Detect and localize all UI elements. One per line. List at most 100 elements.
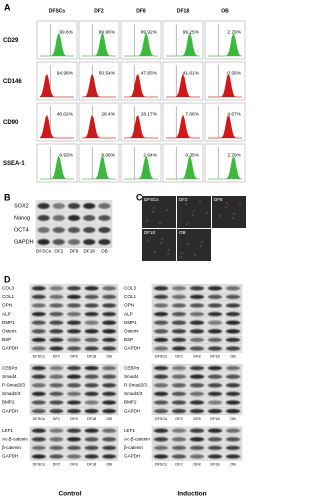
percentage: 28.17%	[141, 111, 158, 117]
band	[66, 303, 82, 308]
protein-label: CEBPα	[2, 365, 18, 370]
cell-speck	[180, 251, 184, 255]
cell-speck	[199, 244, 203, 248]
band	[84, 408, 99, 414]
histogram-cell	[204, 143, 246, 183]
histogram-cell	[162, 20, 204, 60]
cell-speck	[225, 201, 229, 205]
protein-label: P-Smad2/3	[2, 383, 25, 388]
band	[153, 400, 169, 405]
band	[49, 346, 64, 351]
band	[67, 227, 81, 233]
band	[49, 374, 64, 379]
band	[31, 428, 46, 433]
band	[83, 239, 96, 245]
histogram	[208, 115, 242, 139]
band	[66, 320, 82, 325]
band	[102, 303, 117, 308]
band	[66, 383, 82, 388]
band	[102, 294, 117, 300]
row-label: CD29	[3, 38, 19, 44]
cell-speck	[218, 214, 222, 218]
band	[84, 329, 99, 334]
band	[102, 311, 117, 317]
protein-label: Osterix	[124, 329, 139, 334]
band	[66, 408, 82, 414]
cell-speck	[146, 239, 150, 243]
band	[49, 294, 64, 300]
cell-speck	[193, 253, 197, 257]
protein-label: SOX2	[14, 203, 29, 209]
band	[67, 215, 81, 221]
percentage: 2.79%	[227, 152, 241, 158]
protein-label: Ac-β-catenin	[2, 437, 28, 442]
band	[31, 303, 46, 308]
histogram	[39, 114, 74, 139]
band	[189, 311, 205, 317]
histogram	[166, 114, 200, 139]
lane-label: DFSCs	[36, 249, 52, 254]
row-label: SSEA-1	[3, 161, 25, 167]
lane-label: OB	[230, 462, 236, 466]
cell-speck	[160, 237, 164, 241]
band	[189, 365, 205, 371]
histogram	[124, 156, 158, 180]
protein-label: Smad2/3	[2, 391, 21, 396]
band	[49, 311, 64, 317]
band	[49, 408, 64, 414]
lane-label: DFSCs	[33, 417, 45, 421]
cell-speck	[151, 210, 155, 214]
band	[207, 337, 223, 343]
cell-speck	[153, 250, 157, 254]
percentage: 40.02%	[57, 111, 74, 117]
lane-label: DFSCs	[155, 354, 167, 358]
histogram-cell	[120, 20, 162, 60]
band	[189, 454, 205, 459]
lane-label: DFSCs	[155, 462, 167, 466]
percentage: 94.98%	[57, 70, 74, 76]
band	[66, 337, 82, 343]
band	[31, 337, 46, 343]
band	[189, 391, 205, 397]
histogram-cell	[162, 143, 204, 183]
protein-label: DMP1	[124, 320, 137, 325]
band	[225, 311, 241, 317]
band	[31, 320, 46, 325]
band	[225, 437, 241, 442]
column-header: DFSCs	[49, 8, 66, 14]
band	[153, 346, 169, 351]
band	[66, 365, 82, 371]
band	[225, 454, 241, 459]
band	[207, 454, 223, 459]
cell-speck	[152, 206, 156, 210]
cell-speck	[192, 209, 196, 213]
histogram-cell	[78, 102, 120, 142]
percentage: 47.83%	[141, 70, 158, 76]
band	[171, 428, 187, 433]
band	[102, 454, 117, 459]
protein-label: GAPDH	[2, 346, 18, 351]
band	[207, 437, 223, 442]
band	[49, 303, 64, 308]
protein-label: Smad4	[124, 374, 139, 379]
band	[84, 437, 99, 442]
histogram	[82, 73, 116, 98]
band	[31, 374, 46, 379]
lane-label: DFSCs	[33, 462, 45, 466]
cell-speck	[191, 213, 195, 217]
lane-label: DF18	[87, 417, 96, 421]
band	[31, 383, 46, 388]
band	[102, 445, 117, 451]
band	[207, 346, 223, 351]
lane-label: DF8	[193, 417, 200, 421]
protein-label: ALP	[2, 311, 11, 316]
protein-label: Smad4	[2, 374, 17, 379]
band	[153, 329, 169, 334]
band	[67, 203, 81, 209]
column-header: DF2	[94, 8, 104, 14]
band	[66, 374, 82, 379]
band	[52, 203, 65, 209]
band	[207, 320, 223, 325]
band	[171, 337, 187, 343]
band	[31, 437, 46, 442]
